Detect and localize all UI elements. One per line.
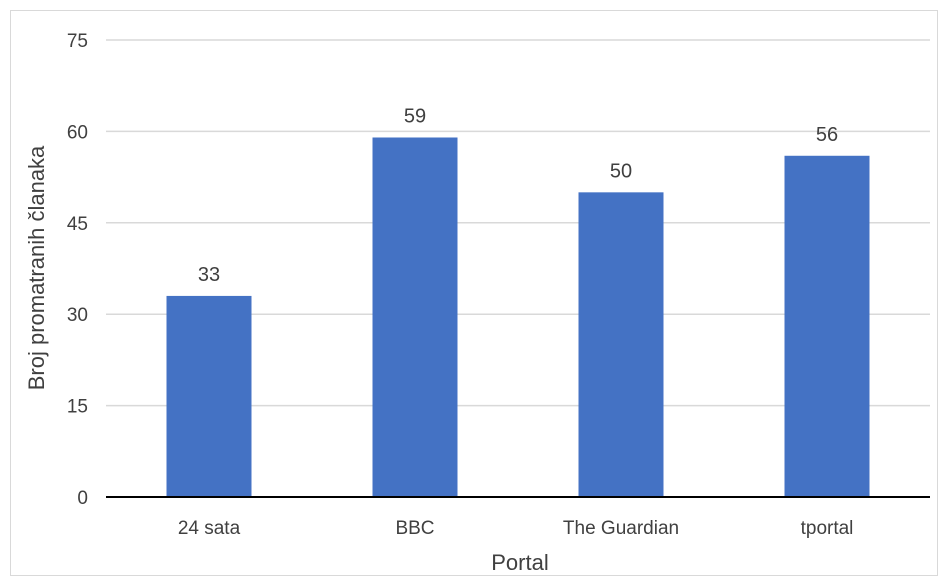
chart-frame bbox=[10, 10, 938, 576]
bar-2 bbox=[578, 192, 664, 498]
y-tick-label-45: 45 bbox=[67, 214, 88, 235]
data-label-3: 56 bbox=[816, 124, 838, 146]
data-label-0: 33 bbox=[198, 264, 220, 286]
x-axis-title: Portal bbox=[491, 550, 548, 575]
data-label-1: 59 bbox=[404, 105, 426, 127]
y-tick-label-60: 60 bbox=[67, 122, 88, 143]
y-tick-label-30: 30 bbox=[67, 305, 88, 326]
y-tick-label-75: 75 bbox=[67, 31, 88, 52]
x-tick-label-1: BBC bbox=[395, 518, 434, 539]
data-label-2: 50 bbox=[610, 160, 632, 182]
bars bbox=[166, 137, 870, 498]
x-tick-labels: 24 sata BBC The Guardian tportal bbox=[178, 518, 854, 539]
y-tick-label-0: 0 bbox=[77, 488, 88, 509]
x-tick-label-2: The Guardian bbox=[563, 518, 679, 539]
y-axis-title: Broj promatranih članaka bbox=[24, 145, 49, 390]
data-labels: 33 59 50 56 bbox=[198, 105, 838, 285]
x-tick-label-0: 24 sata bbox=[178, 518, 241, 539]
bar-1 bbox=[372, 137, 458, 497]
y-tick-labels: 0 15 30 45 60 75 bbox=[67, 31, 88, 509]
bar-0 bbox=[166, 295, 252, 497]
x-tick-label-3: tportal bbox=[801, 518, 854, 539]
bar-3 bbox=[784, 155, 870, 498]
y-tick-label-15: 15 bbox=[67, 397, 88, 418]
